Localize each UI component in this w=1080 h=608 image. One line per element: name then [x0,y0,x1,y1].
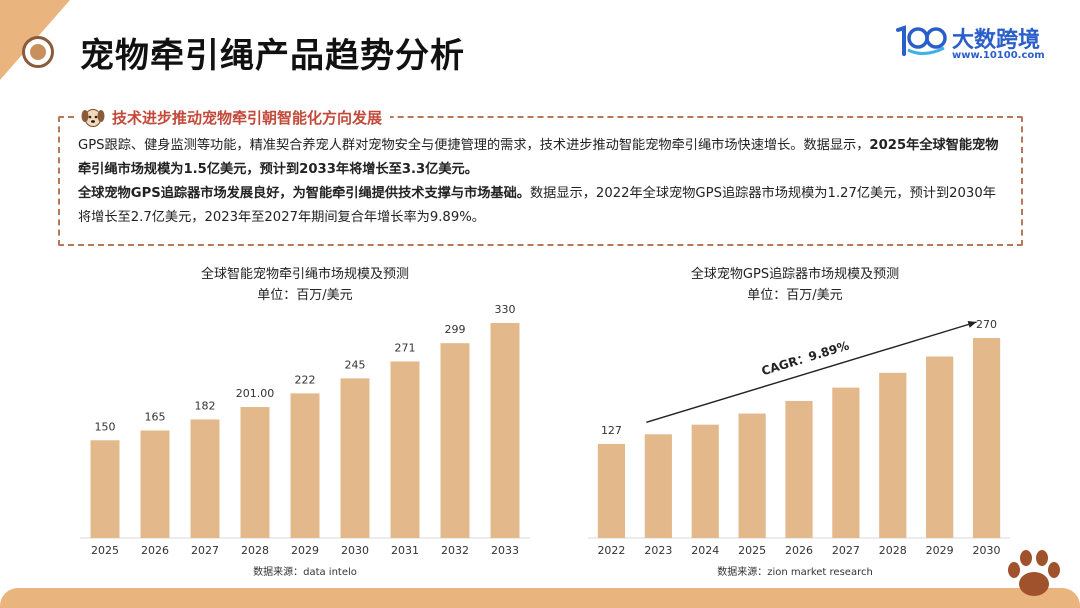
chart-1-bar-2024 [691,424,719,538]
chart-0-bar-2030 [340,378,370,538]
chart-0-value-label-2026: 165 [145,411,166,424]
chart-0-value-label-2028: 201.00 [236,387,275,400]
chart-0-bar-2026 [140,430,170,538]
chart-0-tick-label-2030: 2030 [341,544,369,557]
chart-0-value-label-2030: 245 [345,358,366,371]
chart-0-tick-label-2028: 2028 [241,544,269,557]
chart-0-tick-label-2025: 2025 [91,544,119,557]
chart-1-bar-2030 [972,338,1001,538]
chart-0-value-label-2027: 182 [195,399,216,412]
title-bullet-icon [22,36,54,68]
chart-1-source: 数据来源：zion market research [717,565,873,578]
page-title: 宠物牵引绳产品趋势分析 [80,36,465,76]
brand-logo: 大数跨境 www.10100.com [894,22,1054,70]
info-paragraph-2: 数据显示，2022年全球宠物GPS追踪器市场规模为1.27亿美元，预计到2030… [78,186,996,225]
chart-0-tick-label-2031: 2031 [391,544,419,557]
chart-1-title: 全球宠物GPS追踪器市场规模及预测 [691,266,899,282]
chart-0-value-label-2029: 222 [295,373,316,386]
info-header: 技术进步推动宠物牵引朝智能化方向发展 [76,104,391,130]
chart-1-trend-arrow-line [646,321,977,423]
chart-0-value-label-2033: 330 [495,303,516,316]
chart-0-bar-2033 [490,323,520,538]
chart-0-value-label-2025: 150 [95,420,116,433]
chart-1-bar-2026 [785,400,813,538]
chart-1-tick-label-2026: 2026 [785,544,813,557]
chart-0-bar-2025 [90,440,120,538]
paw-icon [1008,550,1060,596]
chart-0-title: 全球智能宠物牵引绳市场规模及预测 [201,266,409,282]
chart-0-value-label-2031: 271 [395,341,416,354]
chart-1-tick-label-2027: 2027 [832,544,860,557]
chart-1-tick-label-2022: 2022 [597,544,625,557]
chart-1-tick-label-2029: 2029 [926,544,954,557]
logo-mark-icon [896,25,947,56]
chart-0-bar-2029 [290,393,320,538]
bottom-bar [0,588,1080,608]
chart-0-source: 数据来源：data intelo [253,565,357,578]
chart-1-subtitle: 单位：百万/美元 [747,288,842,303]
chart-1-bar-2025 [738,413,766,538]
logo-url: www.10100.com [952,50,1045,61]
info-paragraph-1-highlight: 2025年全球智能宠物牵引绳市场规模为1.5亿美元，预计到2033年将增长至3.… [78,138,999,177]
dog-icon [81,109,105,127]
chart-0-bar-2028 [240,407,270,538]
chart-1-bar-2027 [832,387,860,538]
chart-1-bar-2028 [879,372,907,538]
info-box [58,116,1023,246]
info-title: 技术进步推动宠物牵引朝智能化方向发展 [112,108,383,127]
chart-0-value-label-2032: 299 [445,323,466,336]
info-paragraph-1: GPS跟踪、健身监测等功能，精准契合养宠人群对宠物安全与便捷管理的需求，技术进步… [78,138,870,153]
chart-1-value-label-2030: 270 [976,318,997,331]
chart-1-tick-label-2030: 2030 [973,544,1001,557]
chart-0-tick-label-2032: 2032 [441,544,469,557]
chart-0-tick-label-2027: 2027 [191,544,219,557]
chart-1-tick-label-2028: 2028 [879,544,907,557]
chart-0-bar-2031 [390,361,420,538]
chart-0-tick-label-2026: 2026 [141,544,169,557]
info-body: GPS跟踪、健身监测等功能，精准契合养宠人群对宠物安全与便捷管理的需求，技术进步… [78,134,1008,230]
info-paragraph-2-highlight: 全球宠物GPS追踪器市场发展良好，为智能牵引绳提供技术支撑与市场基础。 [78,186,530,201]
chart-0-tick-label-2029: 2029 [291,544,319,557]
chart-1-tick-label-2023: 2023 [644,544,672,557]
logo-name: 大数跨境 [952,28,1041,53]
chart-0-bar-2032 [440,343,470,538]
chart-1-bar-2029 [926,356,954,538]
chart-1-bar-2022 [597,443,626,538]
chart-0-tick-label-2033: 2033 [491,544,519,557]
chart-0-subtitle: 单位：百万/美元 [257,288,352,303]
chart-1-value-label-2022: 127 [601,424,622,437]
chart-1-trend-arrow-head [967,321,977,328]
chart-1-bar-2023 [644,434,672,538]
chart-1-tick-label-2024: 2024 [691,544,719,557]
chart-0-bar-2027 [190,419,220,538]
chart-1-annotation: CAGR：9.89% [760,338,851,378]
chart-1-tick-label-2025: 2025 [738,544,766,557]
